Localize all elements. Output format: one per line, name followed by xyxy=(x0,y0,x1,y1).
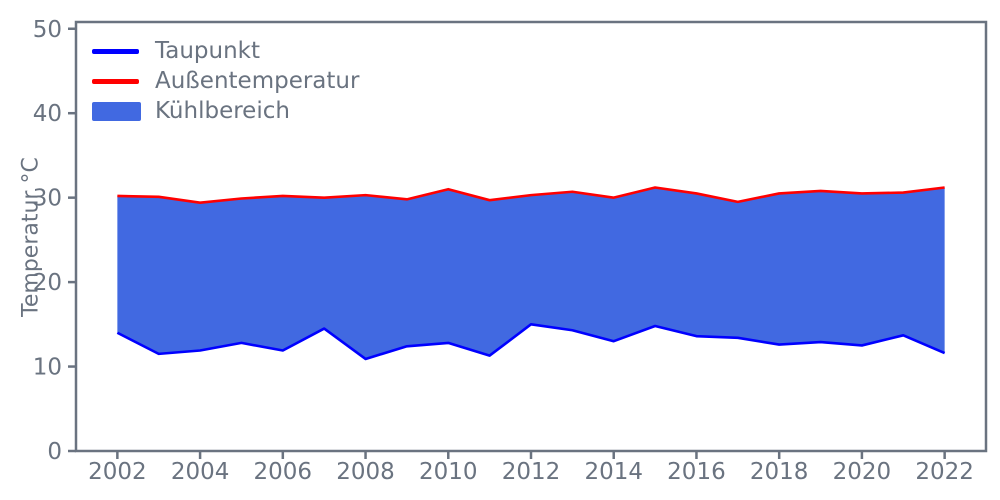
legend-item-aussentemperatur: Außentemperatur xyxy=(92,66,359,96)
x-tick-label: 2022 xyxy=(915,459,974,485)
legend-label-taupunkt: Taupunkt xyxy=(155,38,261,64)
x-tick-label: 2020 xyxy=(833,459,892,485)
y-tick-label: 20 xyxy=(33,270,62,296)
legend-label-kuehlbereich: Kühlbereich xyxy=(155,98,290,124)
legend-item-kuehlbereich: Kühlbereich xyxy=(92,96,359,126)
x-tick-label: 2006 xyxy=(254,459,313,485)
x-tick-label: 2002 xyxy=(88,459,147,485)
y-axis-label: Temperatur °C xyxy=(18,157,44,317)
legend-label-aussentemperatur: Außentemperatur xyxy=(155,68,360,94)
aussentemperatur-line xyxy=(117,186,945,205)
y-tick-label: 50 xyxy=(33,17,62,43)
y-axis: 0 10 20 30 40 50 xyxy=(33,17,76,465)
aussentemperatur-line-swatch xyxy=(92,78,139,84)
legend: Taupunkt Außentemperatur Kühlbereich xyxy=(92,36,359,126)
x-tick-label: 2014 xyxy=(584,459,643,485)
x-tick-label: 2010 xyxy=(419,459,478,485)
x-tick-label: 2018 xyxy=(750,459,809,485)
kuehlbereich-area xyxy=(117,187,945,359)
y-tick-label: 30 xyxy=(33,186,62,212)
x-tick-label: 2004 xyxy=(171,459,230,485)
x-tick-label: 2008 xyxy=(336,459,395,485)
taupunkt-line xyxy=(116,323,946,361)
kuehlbereich-patch-swatch xyxy=(92,101,141,121)
y-tick-label: 0 xyxy=(47,439,62,465)
x-axis: 2002 2004 2006 2008 2010 2012 2014 2016 2018 2020… xyxy=(88,451,974,485)
y-tick-label: 10 xyxy=(33,355,62,381)
x-tick-label: 2016 xyxy=(667,459,726,485)
taupunkt-line-swatch xyxy=(92,48,139,54)
y-tick-label: 40 xyxy=(33,101,62,127)
x-tick-label: 2012 xyxy=(502,459,561,485)
legend-item-taupunkt: Taupunkt xyxy=(92,36,359,66)
